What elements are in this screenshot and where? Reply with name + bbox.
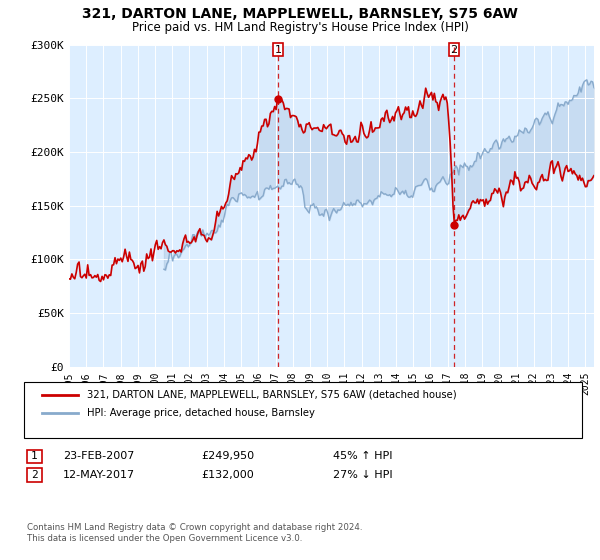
Text: 12-MAY-2017: 12-MAY-2017 <box>63 470 135 480</box>
Text: HPI: Average price, detached house, Barnsley: HPI: Average price, detached house, Barn… <box>87 408 315 418</box>
Text: Price paid vs. HM Land Registry's House Price Index (HPI): Price paid vs. HM Land Registry's House … <box>131 21 469 34</box>
Text: 321, DARTON LANE, MAPPLEWELL, BARNSLEY, S75 6AW (detached house): 321, DARTON LANE, MAPPLEWELL, BARNSLEY, … <box>87 390 457 400</box>
Text: 2: 2 <box>451 45 457 55</box>
Text: 321, DARTON LANE, MAPPLEWELL, BARNSLEY, S75 6AW: 321, DARTON LANE, MAPPLEWELL, BARNSLEY, … <box>82 7 518 21</box>
Text: 2: 2 <box>31 470 38 480</box>
Text: 1: 1 <box>31 451 38 461</box>
Text: 45% ↑ HPI: 45% ↑ HPI <box>333 451 392 461</box>
Text: 23-FEB-2007: 23-FEB-2007 <box>63 451 134 461</box>
Text: Contains HM Land Registry data © Crown copyright and database right 2024.: Contains HM Land Registry data © Crown c… <box>27 523 362 532</box>
Text: £132,000: £132,000 <box>201 470 254 480</box>
Text: 1: 1 <box>274 45 281 55</box>
Text: This data is licensed under the Open Government Licence v3.0.: This data is licensed under the Open Gov… <box>27 534 302 543</box>
Text: 27% ↓ HPI: 27% ↓ HPI <box>333 470 392 480</box>
Text: £249,950: £249,950 <box>201 451 254 461</box>
